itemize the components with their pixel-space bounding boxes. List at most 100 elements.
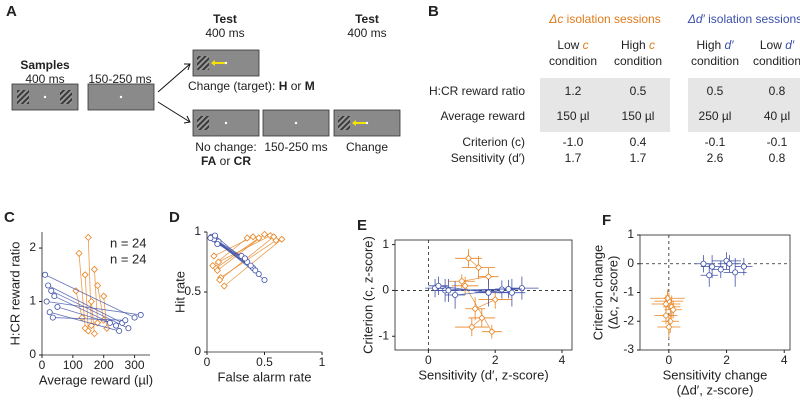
point (49, 314, 56, 321)
point (717, 266, 724, 273)
point (72, 287, 80, 295)
point (498, 286, 505, 293)
point (122, 317, 129, 324)
label: 400 ms (205, 26, 244, 40)
point (471, 305, 479, 313)
point (247, 262, 254, 269)
point (732, 269, 739, 276)
table-cell: 150 µl (557, 109, 590, 123)
y-tick-label: 1 (194, 224, 201, 238)
y-tick-label: 0.5 (184, 284, 201, 298)
x-tick-label: 0 (425, 353, 432, 367)
table-cell: 250 µl (699, 109, 732, 123)
x-tick-label: 0 (666, 353, 673, 367)
y-tick-label: -2 (623, 313, 634, 327)
x-axis-label: Sensitivity change (663, 367, 768, 382)
panel-label: B (428, 3, 439, 20)
x-tick-label: 200 (94, 358, 114, 372)
point (207, 234, 214, 241)
text: Δd′ (687, 12, 706, 26)
group-header: Δc isolation sessions (548, 12, 660, 26)
point (210, 252, 218, 260)
point (131, 314, 138, 321)
pair-line (51, 290, 129, 329)
point (84, 327, 92, 335)
point (93, 281, 102, 290)
pair-line (461, 276, 489, 282)
pair-line (78, 253, 86, 329)
panel-label: D (169, 209, 180, 226)
text: Change (target): (188, 79, 279, 93)
point (116, 327, 123, 334)
y-tick-label: 0 (382, 283, 389, 297)
x-tick-label: 1 (319, 355, 326, 369)
point (700, 260, 707, 267)
y-tick-label: 0 (194, 344, 201, 358)
text: H (279, 79, 288, 93)
label: Change (346, 140, 388, 154)
group-header: Δd′ isolation sessions (687, 12, 800, 26)
column-header: Low d′ (760, 38, 795, 52)
point (113, 322, 120, 329)
label: Change (target): H or M (188, 79, 315, 93)
x-tick-label: 0 (39, 358, 46, 372)
label: 400 ms (25, 72, 64, 86)
x-tick-label: 4 (781, 353, 788, 367)
point (461, 282, 469, 290)
table-cell: 0.5 (630, 84, 647, 98)
label: 150-250 ms (88, 72, 151, 86)
point (125, 325, 132, 332)
y-tick-label: -1 (378, 328, 389, 342)
column-header: condition (614, 54, 662, 68)
text: isolation sessions (705, 12, 800, 26)
table-cell: 1.7 (565, 151, 582, 165)
y-tick-label: 2 (29, 240, 36, 254)
point (84, 233, 92, 241)
pair-line (49, 311, 120, 332)
point (220, 282, 228, 290)
point (491, 296, 499, 304)
table-cell: 150 µl (622, 109, 655, 123)
y-tick-label: 1 (627, 227, 634, 241)
panel-label: E (357, 217, 367, 234)
point (669, 306, 677, 314)
point (468, 323, 476, 331)
point (474, 263, 483, 272)
y-tick-label: 1 (382, 237, 389, 251)
table-shade (540, 78, 670, 132)
table-cell: 0.4 (630, 135, 647, 149)
point (252, 267, 259, 274)
x-axis-label: False alarm rate (218, 369, 312, 384)
x-axis-label: (Δd′, z-score) (677, 382, 754, 397)
point (42, 271, 49, 278)
point (478, 314, 486, 322)
annotation: n = 24 (110, 235, 147, 250)
x-tick-label: 2 (492, 353, 499, 367)
point (45, 282, 52, 289)
column-header: condition (753, 54, 800, 68)
y-tick-label: -1 (623, 285, 634, 299)
x-tick-label: 2 (723, 353, 730, 367)
column-header: condition (549, 54, 597, 68)
point (43, 298, 50, 305)
table-cell: -0.1 (705, 135, 726, 149)
text: isolation sessions (563, 12, 660, 26)
point (255, 270, 262, 277)
x-axis-label: Sensitivity (d′, z-score) (418, 367, 548, 382)
table-cell: 0.5 (707, 84, 724, 98)
screens (11, 49, 401, 137)
text: or (216, 154, 233, 168)
point (216, 276, 224, 284)
point (270, 233, 278, 241)
point (214, 258, 223, 266)
label: 400 ms (347, 26, 386, 40)
panel-label: C (4, 209, 15, 226)
pair-line (46, 301, 141, 316)
label: Test (213, 12, 237, 26)
pair-line (215, 237, 259, 269)
text: Low (557, 38, 582, 52)
x-tick-label: 0 (204, 355, 211, 369)
text: c (583, 38, 589, 52)
pair-line (474, 299, 496, 310)
